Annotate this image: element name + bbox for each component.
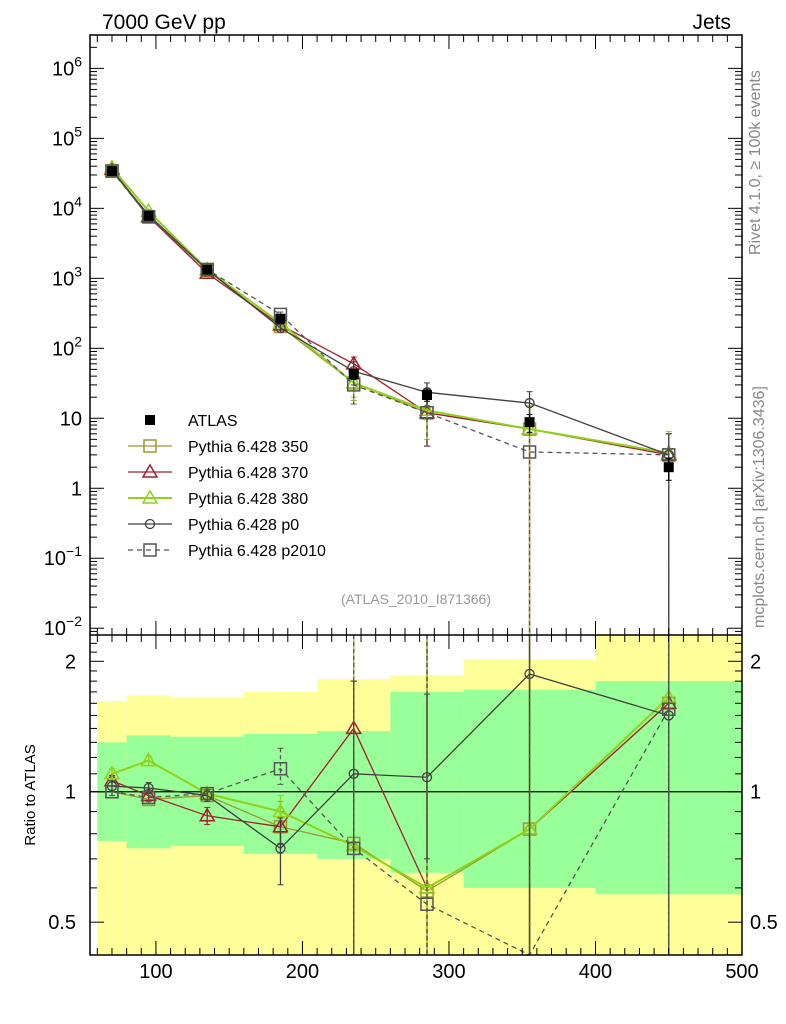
data-point xyxy=(421,390,432,401)
data-point xyxy=(143,210,154,221)
series-line xyxy=(111,708,670,956)
legend: ATLAS Pythia 6.428 350 Pythia 6.428 370 Pyt… xyxy=(128,413,326,560)
ratio-y-tick-label: 2 xyxy=(750,651,761,673)
legend-marker xyxy=(143,439,157,453)
data-point xyxy=(275,843,286,854)
analysis-id-label: (ATLAS_2010_I871366) xyxy=(341,591,491,607)
legend-marker xyxy=(141,463,159,478)
data-point xyxy=(348,368,359,379)
axes: 100 200 300 400 50010−210−111010210310410510… xyxy=(44,34,778,983)
data-point xyxy=(141,790,156,805)
legend-entry-data: ATLAS xyxy=(145,413,238,430)
legend-label: Pythia 6.428 p2010 xyxy=(188,543,326,560)
series-p350 xyxy=(105,163,676,636)
x-tick-label: 400 xyxy=(579,961,612,983)
series-p2010 xyxy=(105,164,676,636)
data-point xyxy=(202,264,213,275)
data-point xyxy=(275,313,286,324)
y-tick-label: 1 xyxy=(71,478,82,500)
series-line xyxy=(111,170,669,456)
legend-label: Pythia 6.428 380 xyxy=(188,491,308,508)
ratio-y-tick-label: 1 xyxy=(750,782,761,804)
legend-entry-p380: Pythia 6.428 380 xyxy=(128,489,308,508)
y-tick-label: 10−2 xyxy=(44,613,82,640)
x-tick-label: 100 xyxy=(139,961,172,983)
x-tick-label: 500 xyxy=(725,961,758,983)
ratio-y-tick-label: 2 xyxy=(65,651,76,673)
legend-entry-p0: Pythia 6.428 p0 xyxy=(128,517,299,534)
data-point xyxy=(272,803,289,818)
data-point xyxy=(200,786,214,801)
data-point xyxy=(103,765,121,780)
y-tick-label: 103 xyxy=(52,263,82,290)
data-point xyxy=(421,772,433,783)
y-tick-label: 105 xyxy=(52,123,82,150)
ratio-y-tick-label: 1 xyxy=(65,782,76,804)
data-point xyxy=(105,784,119,799)
figure-title-right: Jets xyxy=(692,11,731,34)
data-point xyxy=(418,401,436,417)
legend-entry-p2010: Pythia 6.428 p2010 xyxy=(128,543,326,560)
y-tick-label: 10 xyxy=(60,408,82,430)
legend-marker xyxy=(145,415,155,425)
ratio-y-tick-label: 0.5 xyxy=(48,912,76,934)
y-tick-label: 102 xyxy=(52,333,82,360)
figure-title-left: 7000 GeV pp xyxy=(102,11,226,34)
data-point xyxy=(661,702,676,717)
legend-label: Pythia 6.428 370 xyxy=(188,465,308,482)
series-data xyxy=(106,166,674,481)
data-point xyxy=(420,897,434,912)
series-line xyxy=(111,673,669,850)
mcplots-reference-label: mcplots.cern.ch [arXiv:1306.3436] xyxy=(751,386,768,628)
legend-marker xyxy=(143,543,157,557)
data-point xyxy=(198,807,216,822)
legend-marker xyxy=(141,489,159,504)
y-tick-label: 10−1 xyxy=(44,543,82,570)
legend-label: Pythia 6.428 350 xyxy=(188,439,308,456)
ratio-y-tick-label: 0.5 xyxy=(750,912,778,934)
data-point xyxy=(524,397,535,409)
series-p2010 xyxy=(105,634,676,956)
series-p0 xyxy=(106,165,674,636)
y-tick-label: 106 xyxy=(52,53,82,80)
legend-entry-p370: Pythia 6.428 370 xyxy=(128,463,308,482)
data-point xyxy=(141,209,156,224)
data-point xyxy=(200,262,214,277)
data-point xyxy=(273,761,288,776)
ratio-panel xyxy=(103,634,678,956)
x-tick-label: 200 xyxy=(286,961,319,983)
legend-label: Pythia 6.428 p0 xyxy=(188,517,299,534)
legend-label: ATLAS xyxy=(188,413,238,430)
main-panel xyxy=(103,159,678,636)
legend-entry-p350: Pythia 6.428 350 xyxy=(128,439,308,456)
ratio-axis-label: Ratio to ATLAS xyxy=(22,744,39,845)
series-line xyxy=(111,696,670,890)
data-point xyxy=(418,879,436,894)
legend-marker xyxy=(144,518,156,530)
series-line xyxy=(111,167,669,454)
data-point xyxy=(140,752,157,767)
data-point xyxy=(346,841,361,856)
data-point xyxy=(105,164,119,178)
rivet-version-label: Rivet 4.1.0, ≥ 100k events xyxy=(747,70,764,255)
x-tick-label: 300 xyxy=(432,961,465,983)
data-point xyxy=(522,445,537,459)
data-point xyxy=(106,166,117,177)
data-point xyxy=(524,417,535,428)
data-point xyxy=(663,462,674,473)
y-tick-label: 104 xyxy=(52,193,82,220)
data-point xyxy=(420,405,434,420)
